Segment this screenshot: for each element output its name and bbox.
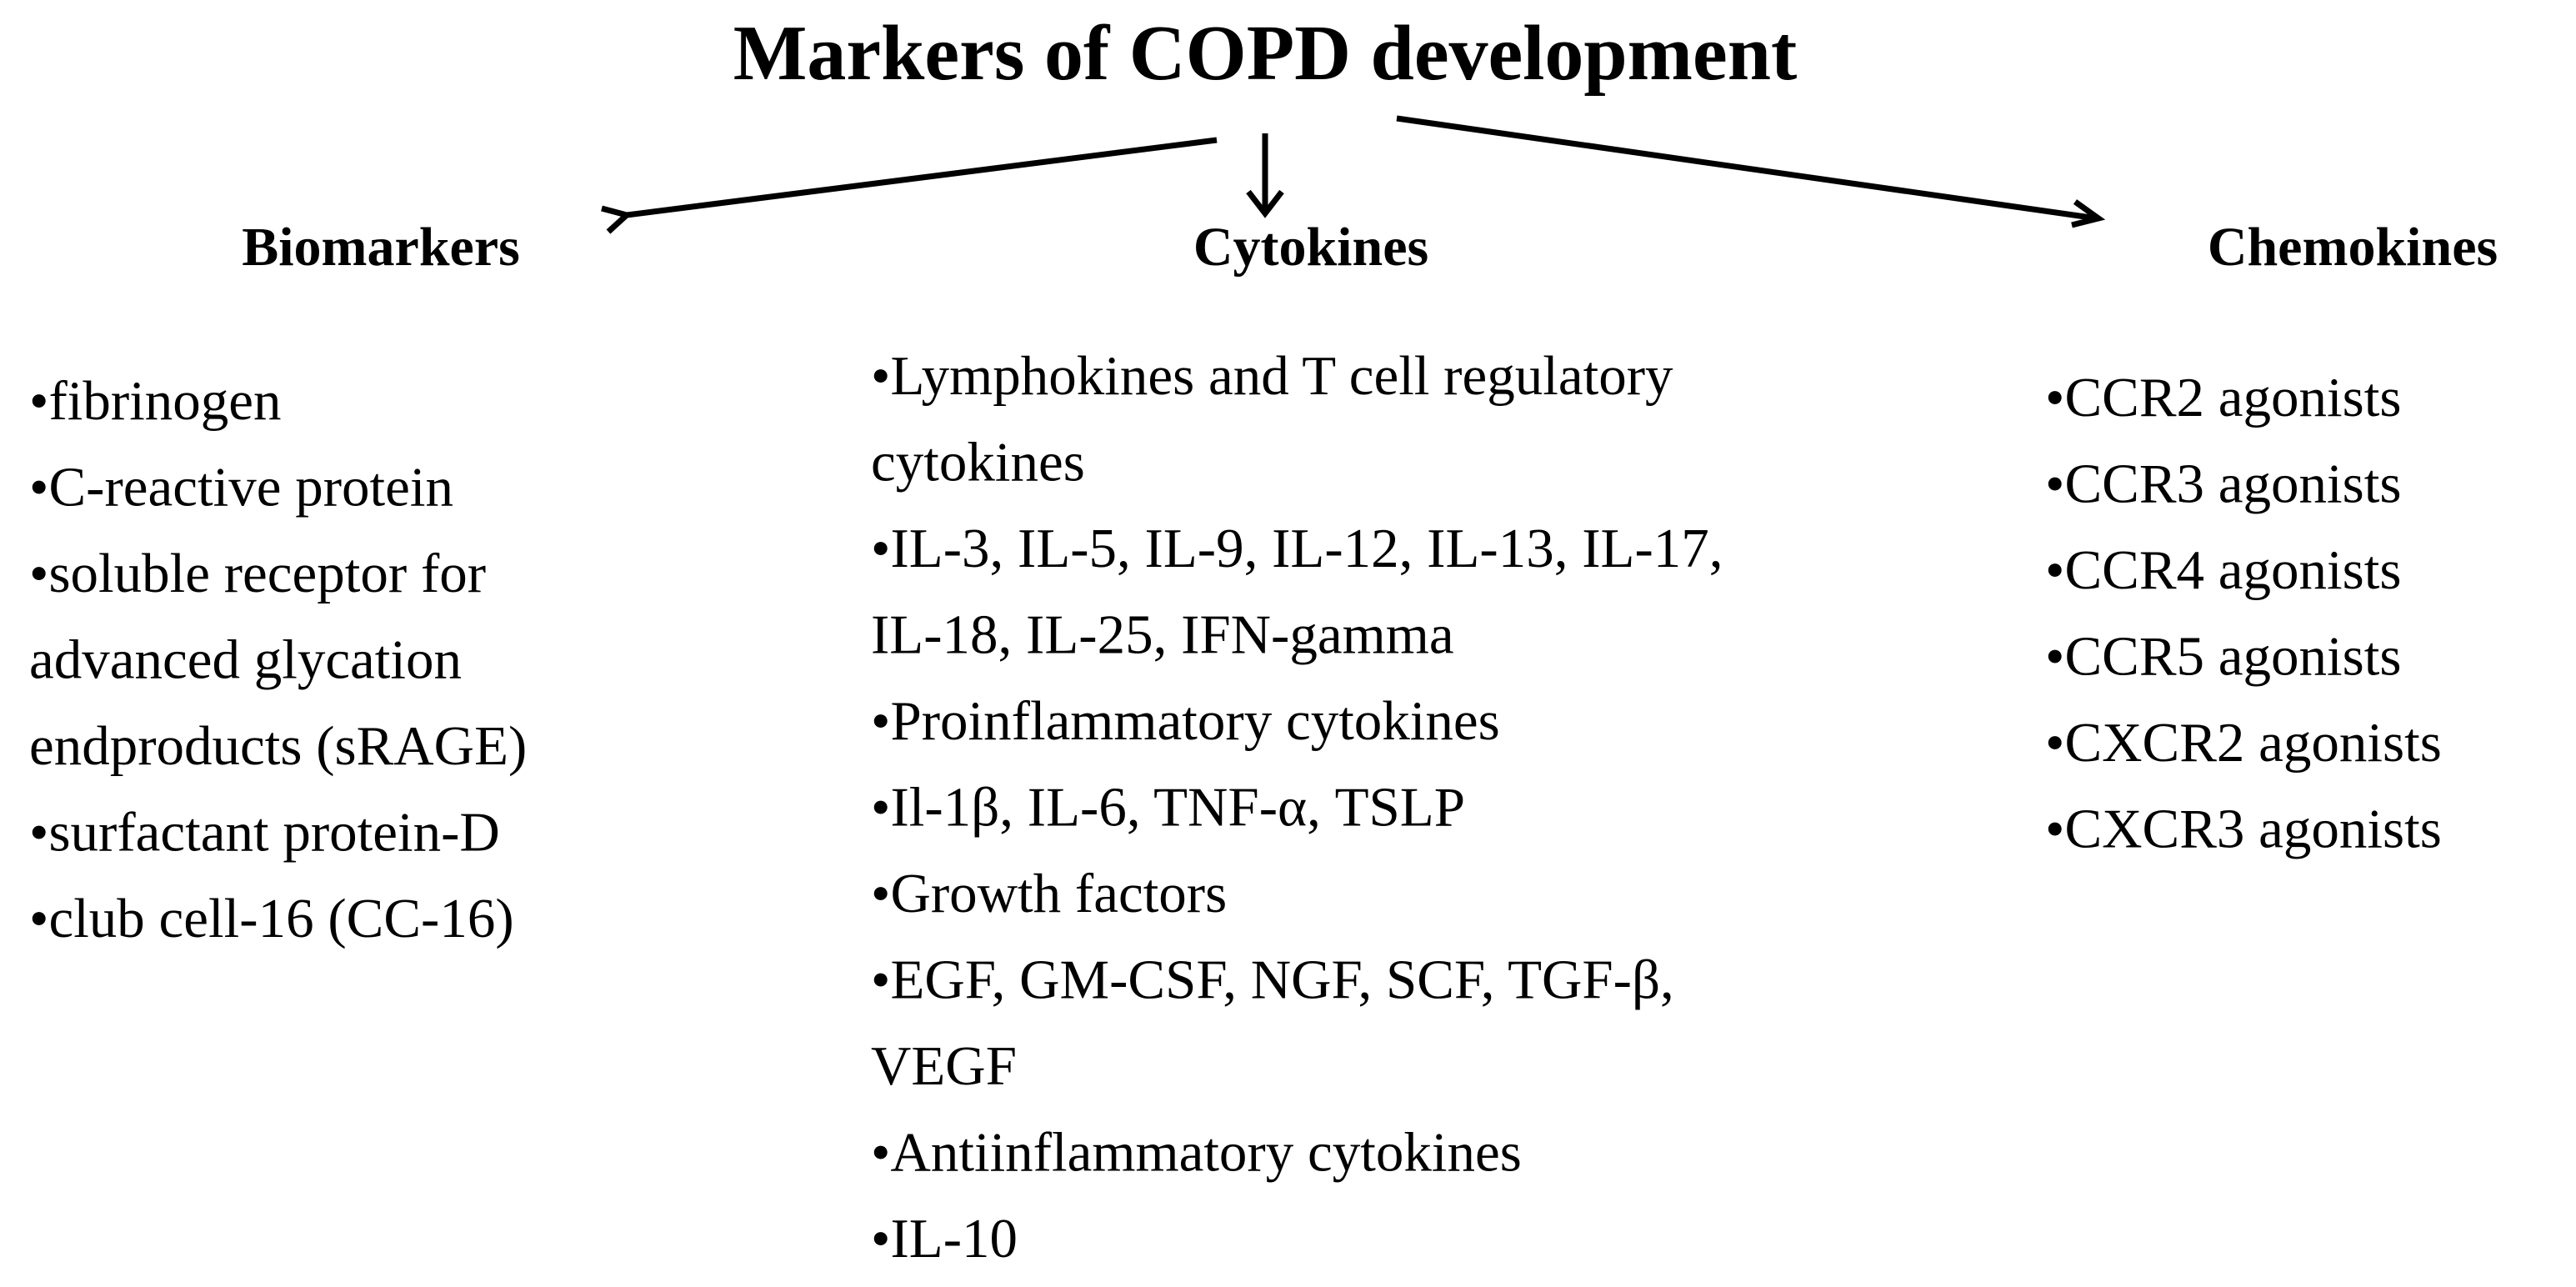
list-item-line: •CCR5 agonists bbox=[2045, 626, 2401, 688]
column-heading: Chemokines bbox=[2208, 217, 2498, 278]
list-item-line: •Il-1β, IL-6, TNF-α, TSLP bbox=[871, 777, 1465, 839]
list-item-line: •fibrinogen bbox=[29, 370, 282, 432]
list-item-line: cytokines bbox=[871, 432, 1085, 493]
list-item-line: •EGF, GM-CSF, NGF, SCF, TGF-β, bbox=[871, 949, 1674, 1011]
arrowhead-down bbox=[1246, 189, 1284, 218]
list-item-line: IL-18, IL-25, IFN-gamma bbox=[871, 604, 1454, 666]
arrow-left bbox=[626, 137, 1218, 218]
list-item-line: •CCR3 agonists bbox=[2045, 453, 2401, 515]
list-item-line: •soluble receptor for bbox=[29, 543, 486, 604]
list-item-line: •CCR2 agonists bbox=[2045, 367, 2401, 428]
list-item-line: VEGF bbox=[871, 1035, 1017, 1097]
list-item-line: •surfactant protein-D bbox=[29, 802, 500, 864]
list-item-line: •CCR4 agonists bbox=[2045, 539, 2401, 601]
list-item-line: advanced glycation bbox=[29, 629, 462, 691]
list-item-line: •IL-10 bbox=[871, 1208, 1018, 1269]
list-item-line: •Proinflammatory cytokines bbox=[871, 690, 1500, 752]
list-item-line: •club cell-16 (CC-16) bbox=[29, 888, 514, 949]
arrow-right bbox=[1396, 115, 2098, 222]
list-item-line: •Lymphokines and T cell regulatory bbox=[871, 345, 1673, 407]
column-heading: Biomarkers bbox=[242, 217, 520, 278]
list-item-line: •C-reactive protein bbox=[29, 457, 453, 518]
title: Markers of COPD development bbox=[733, 10, 1798, 97]
list-item-line: endproducts (sRAGE) bbox=[29, 715, 527, 777]
column-heading: Cytokines bbox=[1193, 217, 1428, 278]
list-item-line: •Antiinflammatory cytokines bbox=[871, 1122, 1522, 1184]
arrowhead-left bbox=[601, 205, 633, 234]
list-item-line: •IL-3, IL-5, IL-9, IL-12, IL-13, IL-17, bbox=[871, 518, 1723, 579]
arrowhead-right bbox=[2071, 199, 2106, 228]
list-item-line: •CXCR3 agonists bbox=[2045, 799, 2442, 860]
list-item-line: •CXCR2 agonists bbox=[2045, 712, 2442, 774]
list-item-line: •Growth factors bbox=[871, 863, 1227, 924]
arrows bbox=[601, 115, 2106, 234]
